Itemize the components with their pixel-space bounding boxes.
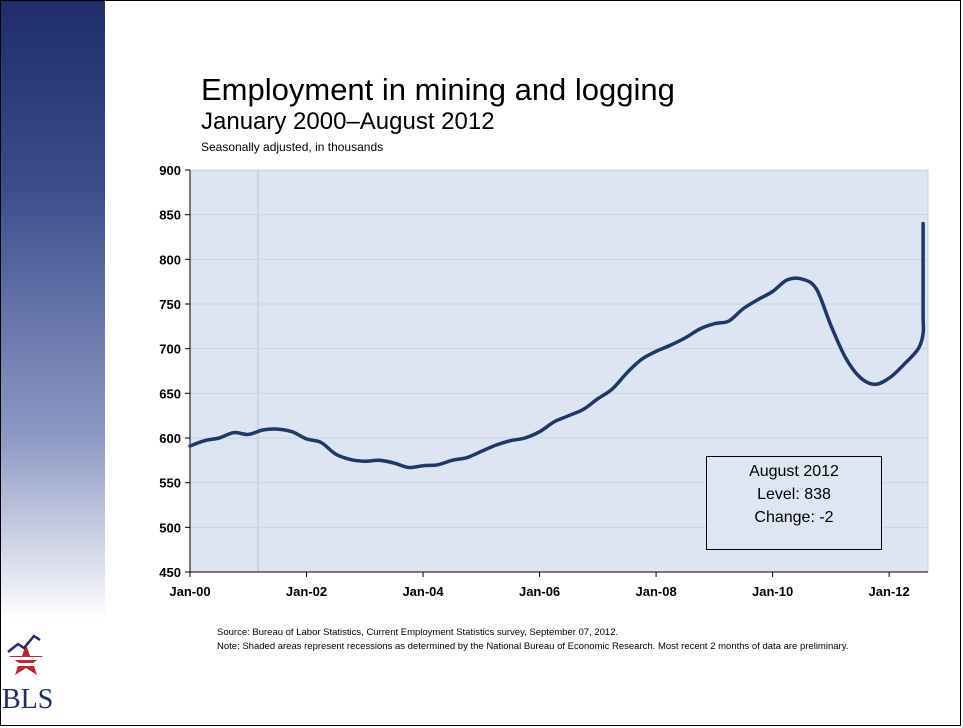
x-tick-label-Jan-12: Jan-12 [869, 584, 910, 599]
x-tick-label-Jan-08: Jan-08 [636, 584, 677, 599]
chart-subtitle: January 2000–August 2012 [201, 108, 495, 135]
bls-logo-text: BLS [2, 684, 54, 715]
y-tick-label-850: 850 [159, 208, 181, 223]
callout-level: Level: 838 [757, 486, 831, 503]
y-tick-label-700: 700 [159, 342, 181, 357]
gridlines [190, 169, 928, 573]
bls-logo-icon [7, 634, 43, 675]
y-tick-label-500: 500 [159, 520, 181, 535]
y-tick-label-650: 650 [159, 386, 181, 401]
units-label: Seasonally adjusted, in thousands [201, 140, 384, 154]
x-tick-label-Jan-00: Jan-00 [169, 584, 210, 599]
recession-note: Note: Shaded areas represent recessions … [217, 641, 849, 652]
series-line [188, 221, 926, 470]
y-tick-label-800: 800 [159, 252, 181, 267]
y-tick-label-450: 450 [159, 565, 181, 580]
y-tick-label-600: 600 [159, 431, 181, 446]
y-tick-label-750: 750 [159, 297, 181, 312]
source-note: Source: Bureau of Labor Statistics, Curr… [217, 627, 619, 638]
x-tick-label-Jan-10: Jan-10 [752, 584, 793, 599]
y-tick-label-900: 900 [159, 163, 181, 178]
sidebar-gradient [1, 1, 105, 621]
y-axis: 450 500 550 600 650 700 750 800 850 900 [159, 163, 191, 580]
callout-date: August 2012 [749, 463, 839, 480]
x-tick-label-Jan-04: Jan-04 [402, 584, 444, 599]
chart-title: Employment in mining and logging [201, 72, 675, 107]
x-tick-label-Jan-06: Jan-06 [519, 584, 560, 599]
y-tick-label-550: 550 [159, 476, 181, 491]
callout-change: Change: -2 [754, 509, 834, 526]
x-tick-label-Jan-02: Jan-02 [286, 584, 327, 599]
x-axis: Jan-00 Jan-02 Jan-04 Jan-06 Jan-08 Jan-10 Jan-… [169, 571, 928, 599]
summary-callout: August 2012 Level: 838 Change: -2 [706, 456, 882, 550]
